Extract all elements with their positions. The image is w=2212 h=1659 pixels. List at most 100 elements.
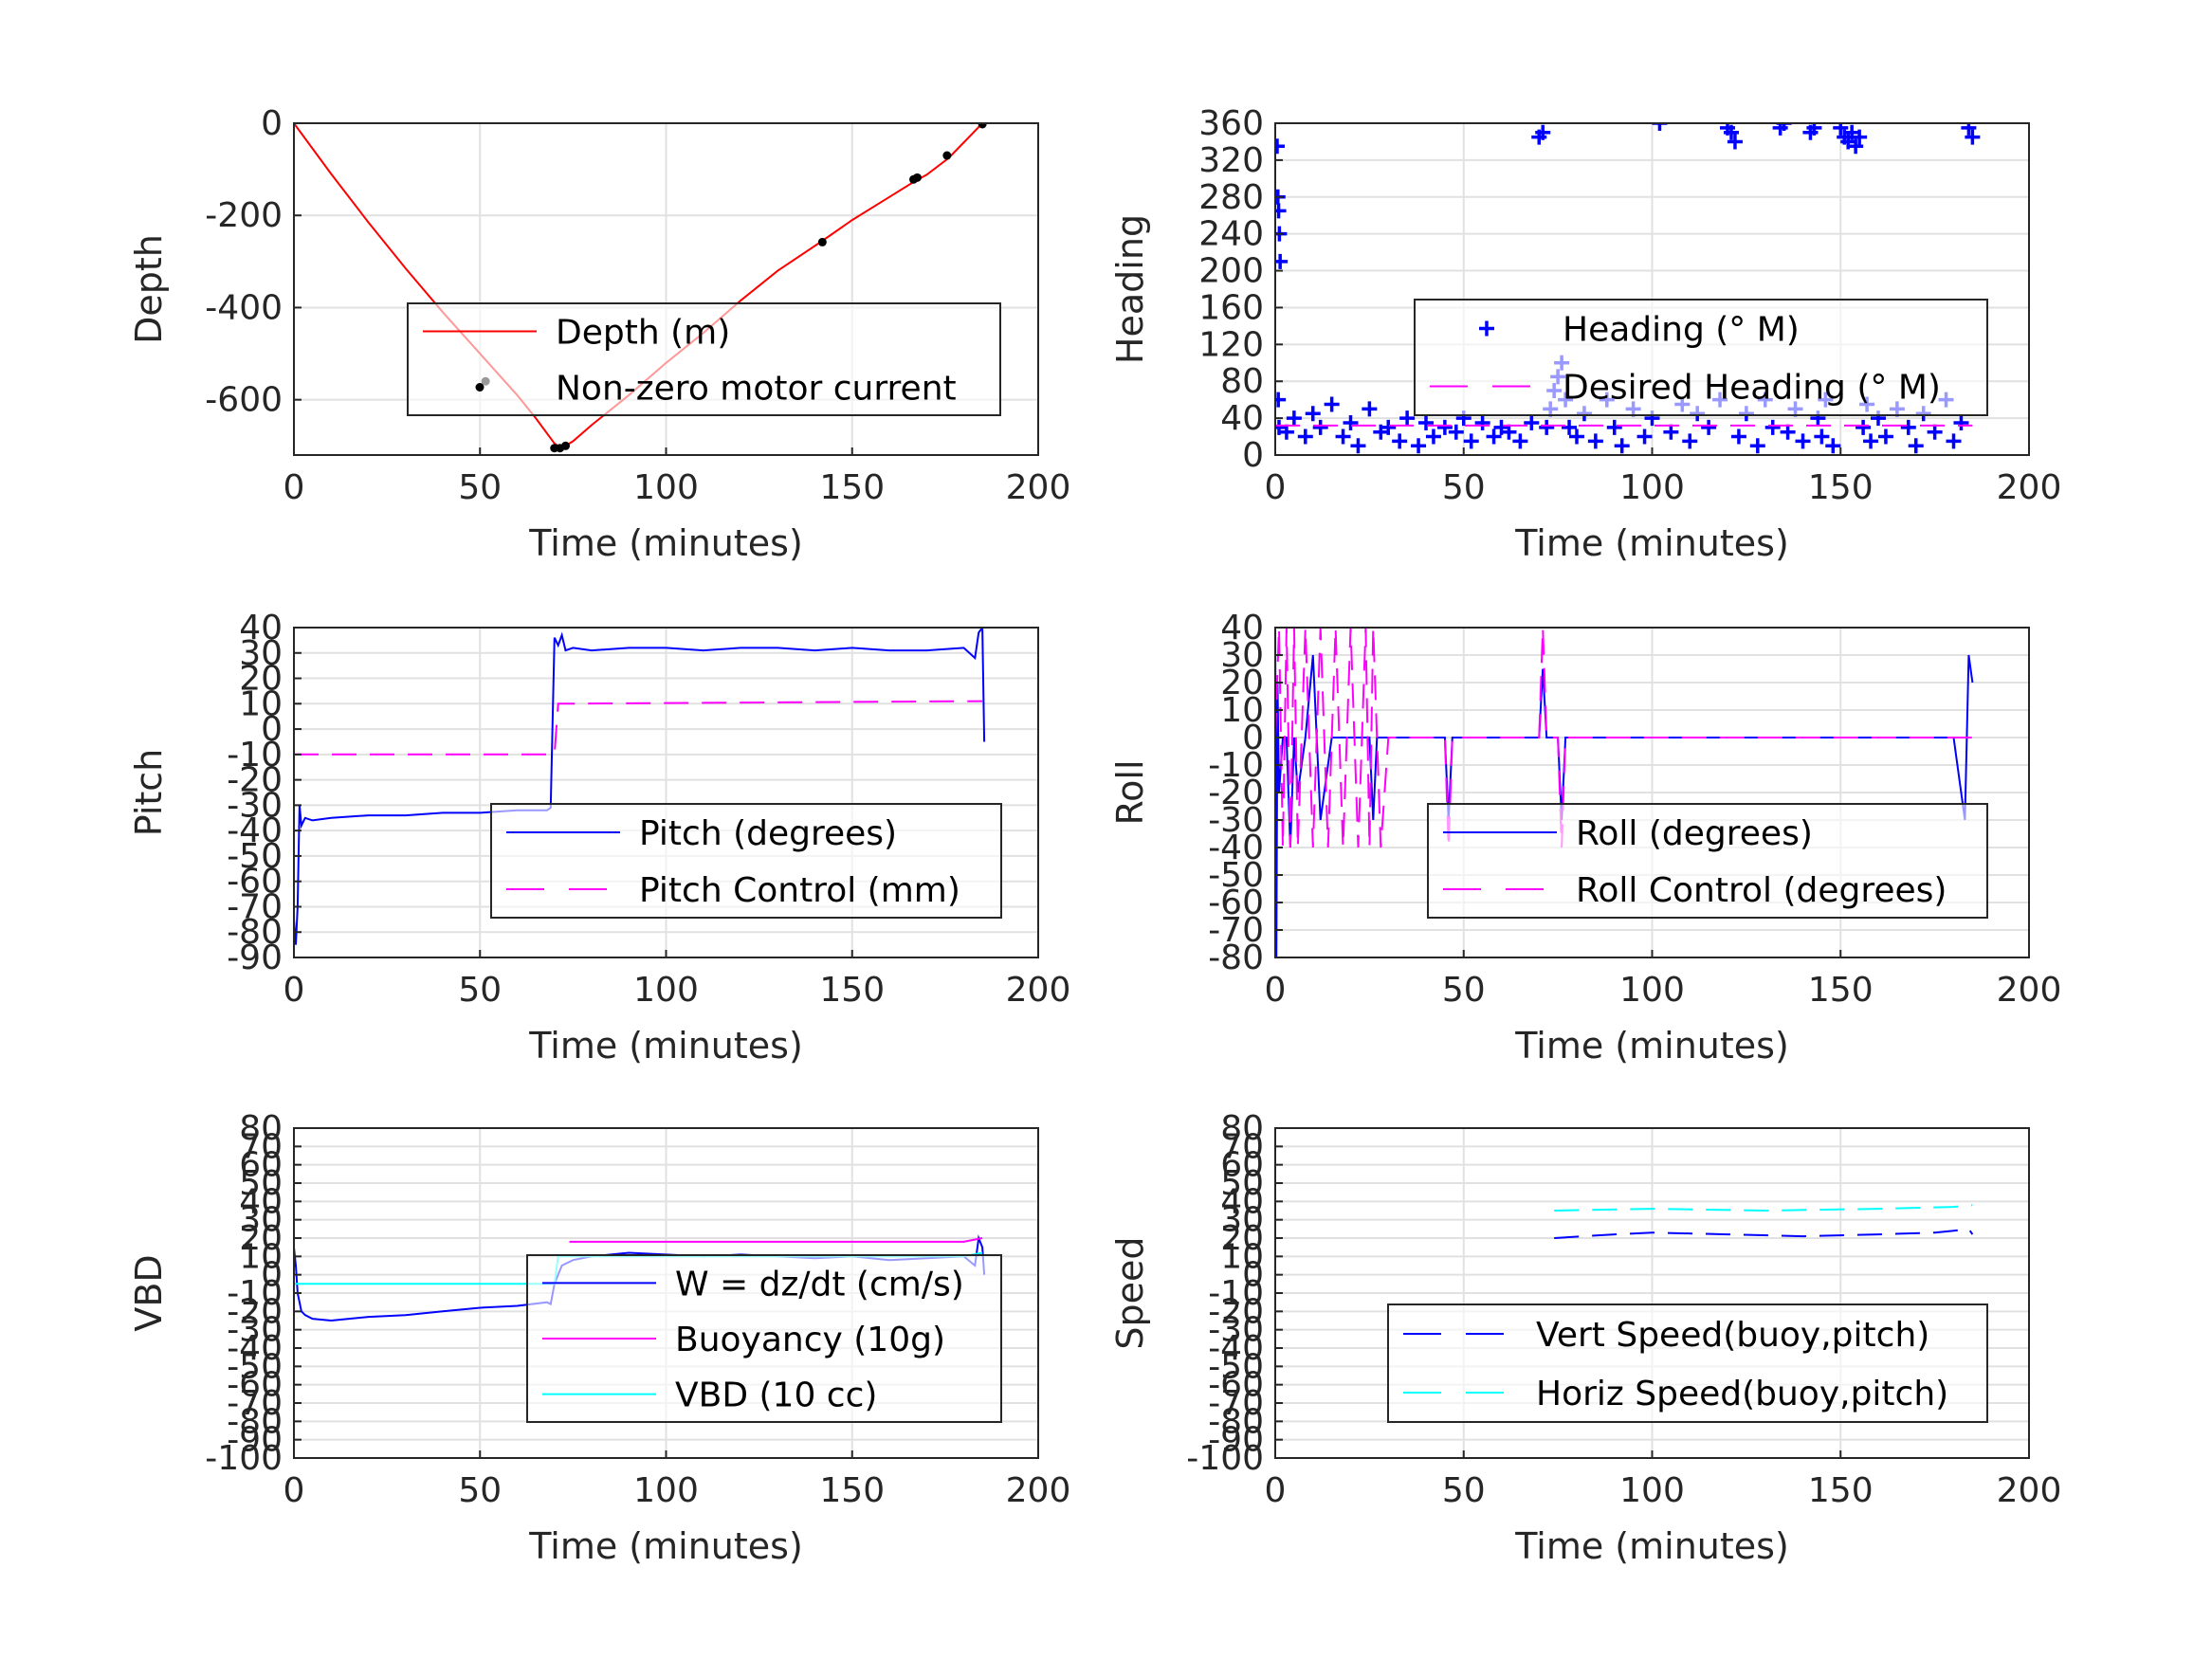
x-tick-label: 50 — [458, 971, 502, 1010]
y-tick-label: -20 — [227, 1292, 283, 1331]
y-tick-label: 50 — [1220, 1164, 1264, 1203]
series-2-point — [561, 441, 571, 450]
series-1-point — [1833, 123, 1849, 136]
y-tick-label: 30 — [239, 634, 283, 673]
series-1-point — [1297, 428, 1313, 445]
legend: Vert Speed(buoy,pitch) Horiz Speed(buoy,p… — [1387, 1304, 1988, 1423]
y-tick-label: -70 — [1208, 911, 1264, 950]
series-1-point — [1749, 438, 1765, 454]
y-tick-label: 40 — [1220, 1182, 1264, 1221]
y-tick-label: 280 — [1198, 178, 1264, 217]
x-tick-label: 200 — [1006, 468, 1071, 507]
y-tick-label: -30 — [227, 786, 283, 825]
y-tick-label: 30 — [1220, 636, 1264, 675]
series-1-point — [1425, 428, 1441, 445]
series-1-point — [1275, 392, 1287, 408]
x-tick-label: 150 — [1808, 468, 1874, 507]
y-tick-label: 240 — [1198, 215, 1264, 254]
series-1-point — [1362, 401, 1378, 417]
x-tick-label: 0 — [283, 971, 305, 1010]
y-tick-label: 60 — [1220, 1146, 1264, 1185]
x-tick-label: 100 — [1619, 971, 1685, 1010]
y-tick-label: -60 — [227, 1366, 283, 1405]
series-2-line — [1554, 1204, 1973, 1212]
series-1-point — [1953, 414, 1969, 430]
legend-box — [407, 302, 1001, 416]
y-tick-label: -40 — [1208, 1329, 1264, 1368]
series-1-point — [1399, 410, 1416, 427]
y-axis-label: VBD — [128, 1254, 170, 1331]
x-tick-label: 200 — [1997, 971, 2062, 1010]
legend-box — [1427, 803, 1988, 919]
legend: W = dz/dt (cm/s) Buoyancy (10g) VBD (10 cc… — [526, 1254, 1002, 1423]
series-1-point — [1486, 428, 1502, 445]
series-2-point — [912, 173, 922, 182]
series-1-point — [1614, 438, 1630, 454]
y-tick-label: -50 — [1208, 1347, 1264, 1386]
series-2-point — [942, 151, 952, 160]
y-tick-label: 60 — [239, 1146, 283, 1185]
legend-label: Depth (m) — [556, 314, 730, 353]
series-1-point — [1275, 138, 1285, 155]
legend-label: W = dz/dt (cm/s) — [675, 1265, 964, 1304]
series-1-point — [1856, 419, 1872, 435]
series-1-point — [1946, 433, 1962, 449]
legend-swatch-marker — [1479, 320, 1494, 337]
series-1-point — [1275, 253, 1289, 269]
series-1-point — [1606, 419, 1622, 435]
series-1-point — [1286, 410, 1302, 427]
series-1-point — [1852, 129, 1868, 145]
y-axis-label: Heading — [1109, 214, 1151, 364]
series-1-point — [1305, 406, 1321, 422]
x-tick-label: 200 — [1997, 468, 2062, 507]
y-tick-label: 0 — [261, 104, 283, 143]
y-tick-label: -30 — [1208, 1311, 1264, 1350]
y-tick-label: -80 — [227, 1402, 283, 1441]
x-tick-label: 100 — [1619, 468, 1685, 507]
series-1-point — [1512, 433, 1528, 449]
x-tick-label: 150 — [819, 971, 885, 1010]
series-1-point — [1448, 424, 1464, 440]
y-tick-label: 20 — [239, 1219, 283, 1258]
x-tick-label: 200 — [1997, 1471, 2062, 1510]
series-1-point — [1927, 424, 1943, 440]
series-1-point — [1436, 419, 1453, 435]
series-1-point — [1474, 414, 1490, 430]
y-tick-label: -100 — [205, 1439, 283, 1478]
y-tick-label: -100 — [1186, 1439, 1264, 1478]
legend-label: Pitch Control (mm) — [639, 871, 960, 910]
y-tick-label: -70 — [227, 887, 283, 926]
series-1-line — [294, 628, 986, 945]
y-tick-label: 360 — [1198, 104, 1264, 143]
legend-box — [490, 803, 1002, 919]
x-axis-label: Time (minutes) — [1514, 522, 1789, 564]
y-tick-label: 80 — [239, 1109, 283, 1148]
chart-panel-2: 0 50 100 150 20004080120160200240280320360Ti… — [1109, 104, 2061, 564]
x-tick-label: 0 — [283, 1471, 305, 1510]
data-layer — [1275, 628, 1974, 957]
y-tick-label: -70 — [1208, 1384, 1264, 1423]
y-tick-label: 40 — [239, 1182, 283, 1221]
series-1-point — [1652, 123, 1668, 131]
x-axis-label: Time (minutes) — [528, 1525, 803, 1567]
series-1-point — [1727, 134, 1743, 150]
y-tick-label: -40 — [227, 1329, 283, 1368]
series-1-point — [1795, 433, 1811, 449]
y-tick-label: 70 — [1220, 1127, 1264, 1166]
y-tick-label: -10 — [1208, 746, 1264, 785]
x-tick-label: 100 — [633, 1471, 699, 1510]
series-1-point — [1900, 419, 1916, 435]
y-tick-label: -60 — [1208, 1366, 1264, 1405]
y-tick-label: -40 — [227, 811, 283, 850]
series-1-point — [1501, 424, 1517, 440]
series-1-point — [1863, 433, 1879, 449]
series-2-point — [817, 237, 827, 246]
y-tick-label: -50 — [227, 837, 283, 876]
y-tick-label: 70 — [239, 1127, 283, 1166]
series-1-point — [1764, 419, 1781, 435]
legend: Depth (m) Non-zero motor current — [407, 302, 1001, 416]
y-tick-label: -10 — [227, 1274, 283, 1313]
y-tick-label: 10 — [239, 684, 283, 723]
y-tick-label: 40 — [239, 609, 283, 647]
y-axis-label: Depth — [128, 234, 170, 344]
